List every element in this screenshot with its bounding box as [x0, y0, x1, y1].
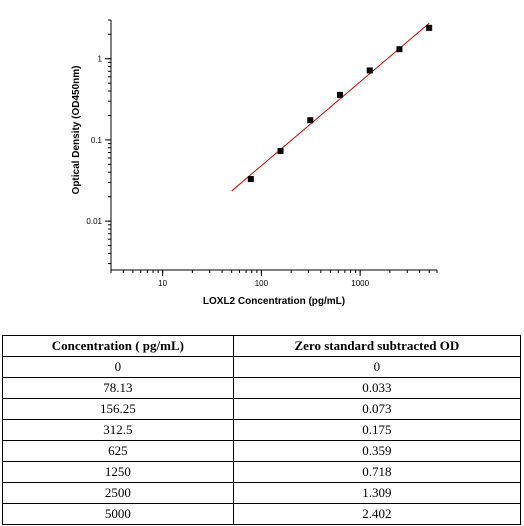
- od-cell: 0.359: [232, 440, 522, 462]
- data-point: [247, 176, 254, 183]
- data-points: [247, 24, 433, 183]
- standard-curve-chart: 10 100 1000 0.01 0.1 1 LOXL2 Concentration (p…: [71, 19, 438, 307]
- data-point: [426, 24, 433, 31]
- fit-line: [231, 22, 430, 192]
- x-axis-title: LOXL2 Concentration (pg/mL): [203, 296, 345, 307]
- y-axis-title: Optical Density (OD450nm): [71, 66, 82, 195]
- concentration-cell: 2500: [2, 482, 234, 504]
- data-point: [277, 148, 284, 155]
- x-tick-label: 1000: [351, 279, 369, 288]
- table-row: 78.13 0.033: [2, 377, 522, 399]
- data-point: [396, 46, 403, 53]
- concentration-cell: 156.25: [2, 398, 234, 420]
- data-point: [366, 67, 373, 74]
- major-ticks: [105, 58, 361, 276]
- concentration-cell: 5000: [2, 503, 234, 525]
- axes: [110, 20, 437, 271]
- table-header-row: Concentration ( pg/mL) Zero standard sub…: [2, 335, 522, 357]
- data-point: [307, 117, 314, 124]
- table-row: 312.5 0.175: [2, 419, 522, 441]
- concentration-cell: 1250: [2, 461, 234, 483]
- x-tick-label: 100: [255, 279, 269, 288]
- concentration-cell: 78.13: [2, 377, 234, 399]
- od-cell: 0.175: [232, 419, 522, 441]
- table-row: 2500 1.309: [2, 482, 522, 504]
- table-row: 156.25 0.073: [2, 398, 522, 420]
- data-point: [336, 91, 343, 98]
- concentration-cell: 625: [2, 440, 234, 462]
- header-concentration: Concentration ( pg/mL): [2, 335, 234, 357]
- concentration-cell: 0: [2, 356, 234, 378]
- x-tick-label: 10: [158, 279, 167, 288]
- table-row: 625 0.359: [2, 440, 522, 462]
- concentration-cell: 312.5: [2, 419, 234, 441]
- standard-data-table: Concentration ( pg/mL) Zero standard sub…: [2, 335, 522, 525]
- y-tick-label: 0.01: [86, 217, 102, 226]
- od-cell: 0.718: [232, 461, 522, 483]
- table-row: 1250 0.718: [2, 461, 522, 483]
- header-od: Zero standard subtracted OD: [232, 335, 522, 357]
- y-tick-label: 0.1: [91, 136, 103, 145]
- od-cell: 0: [232, 356, 522, 378]
- od-cell: 1.309: [232, 482, 522, 504]
- minor-ticks: [108, 19, 438, 273]
- tick-labels: 10 100 1000 0.01 0.1 1: [86, 55, 369, 288]
- od-cell: 0.073: [232, 398, 522, 420]
- table-row: 5000 2.402: [2, 503, 522, 525]
- od-cell: 2.402: [232, 503, 522, 525]
- y-tick-label: 1: [98, 55, 103, 64]
- od-cell: 0.033: [232, 377, 522, 399]
